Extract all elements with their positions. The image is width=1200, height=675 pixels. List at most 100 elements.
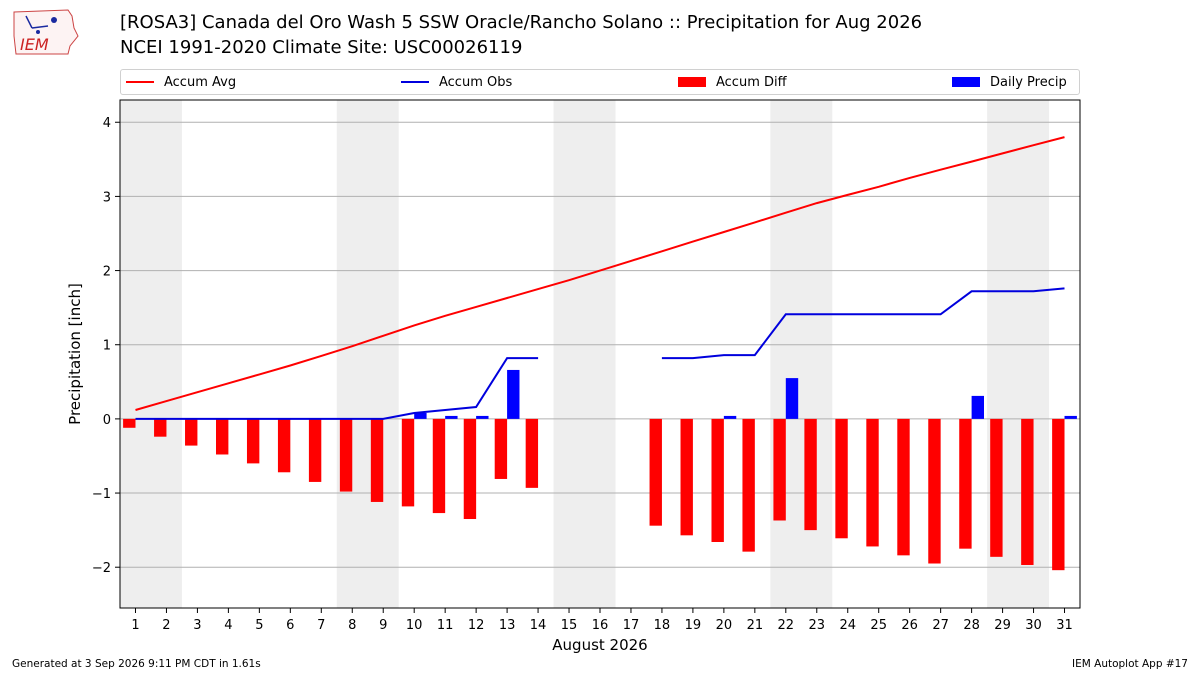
chart-title: [ROSA3] Canada del Oro Wash 5 SSW Oracle… — [120, 12, 923, 33]
y-tick-label-0: 4 — [103, 116, 111, 131]
legend-label-daily-precip: Daily Precip — [990, 74, 1067, 90]
diff-bar-22 — [773, 418, 786, 521]
chart-legend: Accum Avg Accum Obs Accum Diff Daily Pre… — [120, 69, 1080, 95]
diff-bar-6 — [277, 418, 291, 473]
diff-bar-24 — [835, 418, 848, 539]
line-marks — [135, 136, 1065, 420]
diff-bar-21 — [742, 418, 755, 552]
y-tick-label-4: 0 — [103, 413, 111, 428]
weekend-band-0 — [120, 100, 182, 608]
daily-bar-11 — [445, 415, 458, 419]
daily-bar-22 — [785, 378, 799, 419]
diff-bar-5 — [246, 418, 260, 464]
y-tick-label-2: 2 — [103, 265, 111, 280]
weekend-band-2 — [553, 100, 616, 608]
diff-bar-4 — [216, 418, 229, 455]
x-tick-label-5: 5 — [255, 618, 263, 633]
legend-swatch-accum-diff — [678, 77, 706, 87]
x-tick-label-26: 26 — [901, 618, 918, 633]
diff-bar-8 — [339, 418, 353, 492]
x-tick-label-17: 17 — [623, 618, 640, 633]
y-axis-label: Precipitation [inch] — [66, 283, 84, 425]
x-tick-label-9: 9 — [379, 618, 387, 633]
daily-bar-10 — [414, 412, 427, 419]
diff-bar-30 — [1021, 418, 1034, 565]
x-tick-label-16: 16 — [592, 618, 609, 633]
legend-swatch-daily-precip — [952, 77, 980, 87]
daily-bar-28 — [971, 395, 984, 419]
x-tick-label-22: 22 — [778, 618, 795, 633]
x-tick-label-15: 15 — [561, 618, 578, 633]
diff-bar-3 — [185, 418, 198, 446]
x-tick-label-21: 21 — [747, 618, 764, 633]
y-axis: 4 3 2 1 0 −1 −2 — [92, 116, 120, 576]
x-tick-label-29: 29 — [994, 618, 1011, 633]
x-tick-label-1: 1 — [131, 618, 139, 633]
diff-bar-1 — [123, 418, 136, 428]
diff-bar-29 — [990, 418, 1003, 557]
diff-bar-31 — [1052, 418, 1065, 571]
legend-swatch-accum-obs — [401, 81, 429, 83]
diff-bar-28 — [959, 418, 972, 549]
legend-item-accum-avg: Accum Avg — [126, 70, 236, 94]
diff-bar-13 — [494, 418, 508, 479]
diff-bar-26 — [897, 418, 910, 556]
diff-bar-18 — [649, 418, 662, 526]
diff-bar-27 — [928, 418, 941, 564]
x-tick-label-31: 31 — [1056, 618, 1073, 633]
x-tick-label-8: 8 — [348, 618, 356, 633]
x-tick-label-19: 19 — [685, 618, 702, 633]
x-tick-label-20: 20 — [716, 618, 733, 633]
y-tick-label-6: −2 — [92, 561, 111, 576]
x-tick-label-10: 10 — [406, 618, 423, 633]
legend-label-accum-diff: Accum Diff — [716, 74, 787, 90]
diff-bar-20 — [711, 418, 724, 542]
diff-bar-14 — [525, 418, 539, 488]
y-tick-label-5: −1 — [92, 487, 111, 502]
legend-label-accum-obs: Accum Obs — [439, 74, 513, 90]
daily-bar-12 — [476, 415, 489, 419]
x-tick-label-24: 24 — [839, 618, 856, 633]
x-tick-label-7: 7 — [317, 618, 325, 633]
diff-bar-25 — [866, 418, 879, 547]
x-tick-label-4: 4 — [224, 618, 232, 633]
x-tick-label-25: 25 — [870, 618, 887, 633]
x-axis: 1 2 3 4 5 6 7 8 9 10 11 12 13 14 15 16 17 18 19 20 21 22 23 24 2… — [131, 608, 1073, 633]
diff-bar-10 — [401, 418, 415, 507]
legend-label-accum-avg: Accum Avg — [164, 74, 237, 90]
x-tick-label-30: 30 — [1025, 618, 1042, 633]
footer-generated: Generated at 3 Sep 2026 9:11 PM CDT in 1… — [12, 658, 261, 670]
x-tick-label-3: 3 — [193, 618, 201, 633]
daily-bar-31 — [1064, 415, 1077, 419]
x-tick-label-14: 14 — [530, 618, 547, 633]
daily-bar-13 — [507, 369, 520, 419]
diff-bar-7 — [308, 418, 322, 482]
diff-bar-19 — [680, 418, 693, 536]
x-tick-label-6: 6 — [286, 618, 294, 633]
legend-swatch-accum-avg — [126, 81, 154, 83]
legend-item-accum-obs: Accum Obs — [401, 70, 512, 94]
diff-bar-11 — [432, 418, 446, 514]
diff-bar-9 — [370, 418, 384, 502]
legend-item-daily-precip: Daily Precip — [952, 70, 1067, 94]
diff-bar-2 — [154, 418, 167, 437]
accum-obs-line — [135, 287, 1065, 420]
weekend-band-1 — [336, 100, 399, 608]
weekend-bands — [120, 100, 1050, 608]
footer-app: IEM Autoplot App #17 — [1072, 658, 1188, 670]
iem-logo: IEM — [13, 9, 79, 55]
x-tick-label-13: 13 — [499, 618, 516, 633]
x-tick-label-18: 18 — [654, 618, 671, 633]
x-axis-label: August 2026 — [552, 636, 647, 654]
diff-bar-23 — [804, 418, 817, 531]
x-tick-label-2: 2 — [162, 618, 170, 633]
y-tick-label-3: 1 — [103, 339, 111, 354]
accum-avg-line — [135, 136, 1065, 411]
daily-bar-20 — [723, 415, 737, 419]
x-tick-label-12: 12 — [468, 618, 485, 633]
diff-bar-12 — [463, 418, 477, 520]
y-tick-label-1: 3 — [103, 190, 111, 205]
x-tick-label-11: 11 — [437, 618, 454, 633]
x-tick-label-23: 23 — [809, 618, 826, 633]
